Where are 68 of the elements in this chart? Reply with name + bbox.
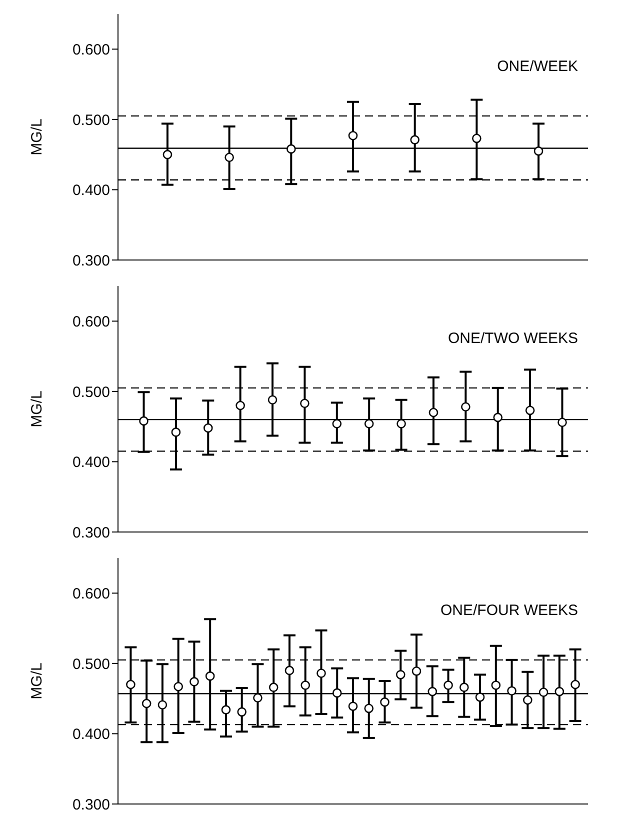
point — [236, 400, 245, 410]
point — [410, 135, 420, 144]
y-tick-label: 0.400 — [72, 182, 110, 200]
point — [507, 686, 516, 696]
y-tick-label: 0.300 — [72, 252, 110, 270]
point — [253, 693, 262, 703]
point — [158, 700, 168, 710]
point — [461, 402, 470, 412]
point — [493, 412, 503, 422]
point — [142, 698, 152, 708]
point — [380, 697, 390, 707]
y-axis-title: MG/L — [28, 390, 46, 428]
point — [554, 686, 564, 696]
y-tick-label: 0.500 — [72, 656, 110, 673]
point — [538, 688, 548, 697]
point — [300, 680, 310, 690]
point — [286, 144, 296, 154]
annotation: ONE/WEEK — [497, 58, 578, 75]
point — [534, 146, 544, 156]
point — [428, 686, 438, 696]
point — [224, 152, 234, 162]
point — [332, 688, 342, 698]
point — [412, 666, 422, 676]
y-tick-label: 0.600 — [72, 585, 110, 602]
point — [364, 704, 374, 714]
point — [472, 134, 482, 144]
annotation: ONE/TWO WEEKS — [448, 330, 578, 347]
y-tick-label: 0.300 — [72, 524, 110, 542]
point — [348, 130, 358, 140]
point — [171, 428, 181, 437]
annotation: ONE/FOUR WEEKS — [440, 602, 578, 619]
point — [268, 682, 278, 692]
point — [174, 682, 183, 692]
y-axis-title: MG/L — [28, 118, 46, 156]
point — [525, 406, 535, 416]
point — [396, 670, 406, 680]
y-tick-label: 0.300 — [72, 796, 110, 814]
y-axis-title: MG/L — [28, 662, 46, 700]
point — [268, 395, 278, 405]
point — [126, 680, 136, 690]
point — [460, 682, 469, 692]
point — [316, 668, 326, 678]
y-tick-label: 0.600 — [72, 313, 110, 330]
point — [203, 423, 213, 433]
point — [475, 692, 485, 702]
y-tick-label: 0.400 — [72, 454, 110, 472]
point — [523, 695, 532, 705]
y-tick-label: 0.600 — [72, 41, 110, 58]
y-tick-label: 0.500 — [72, 384, 110, 401]
point — [491, 680, 501, 690]
y-tick-label: 0.500 — [72, 112, 110, 129]
point — [205, 671, 215, 681]
point — [444, 680, 453, 690]
point — [428, 408, 438, 418]
y-tick-label: 0.400 — [72, 726, 110, 744]
point — [284, 666, 294, 676]
point — [190, 677, 199, 686]
point — [139, 416, 148, 426]
point — [570, 680, 580, 690]
point — [221, 705, 231, 714]
point — [162, 150, 172, 160]
point — [348, 702, 358, 711]
point — [332, 419, 342, 428]
point — [396, 419, 406, 428]
point — [300, 398, 310, 408]
point — [364, 419, 374, 428]
point — [237, 707, 246, 717]
point — [558, 418, 567, 428]
